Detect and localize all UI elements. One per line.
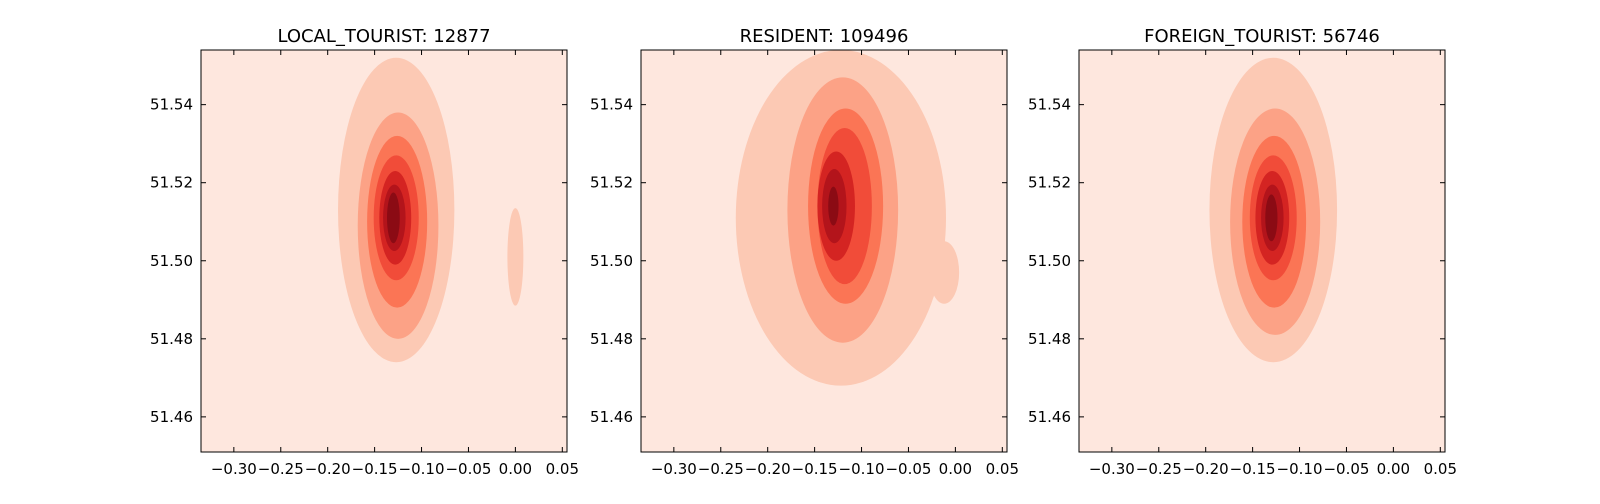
y-tick-label: 51.46 [150, 408, 193, 426]
contour-levels [338, 57, 524, 363]
y-tick-label: 51.52 [1028, 174, 1071, 192]
x-tick-label: −0.10 [839, 460, 885, 478]
x-tick-label: 0.00 [1377, 460, 1410, 478]
chart-title: RESIDENT: 109496 [740, 26, 909, 47]
chart-title: FOREIGN_TOURIST: 56746 [1144, 26, 1380, 47]
x-tick-label: −0.30 [211, 460, 257, 478]
y-tick-label: 51.54 [1028, 96, 1071, 114]
y-tick-label: 51.50 [1028, 252, 1071, 270]
x-tick-label: −0.05 [445, 460, 491, 478]
y-tick-label: 51.46 [1028, 408, 1071, 426]
y-tick-label: 51.52 [150, 174, 193, 192]
panel-3: −0.30 −0.25 −0.20 −0.15 −0.10 −0.05 0.00 0.05 51… [1028, 26, 1457, 478]
x-tick-label: −0.15 [352, 460, 398, 478]
y-tick-label: 51.48 [590, 330, 633, 348]
x-tick-label: −0.10 [1277, 460, 1323, 478]
x-tick-label: −0.05 [885, 460, 931, 478]
plot-frame [640, 49, 1008, 453]
x-tick-label: −0.25 [1136, 460, 1182, 478]
x-tick-label: −0.15 [1230, 460, 1276, 478]
y-tick-label: 51.54 [150, 96, 193, 114]
y-tick-label: 51.54 [590, 96, 633, 114]
x-tick-label: 0.00 [499, 460, 532, 478]
y-tick-label: 51.48 [1028, 330, 1071, 348]
x-tick-label: −0.20 [305, 460, 351, 478]
y-tick-label: 51.50 [150, 252, 193, 270]
y-tick-label: 51.46 [590, 408, 633, 426]
x-tick-label: 0.05 [986, 460, 1019, 478]
contour-level-7 [828, 186, 839, 226]
x-tick-label: −0.25 [698, 460, 744, 478]
x-tick-label: −0.25 [258, 460, 304, 478]
panel-1: −0.30 −0.25 −0.20 −0.15 −0.10 −0.05 0.00 0.05 51… [150, 26, 579, 478]
plot-frame [200, 49, 568, 453]
x-tick-label: −0.20 [1183, 460, 1229, 478]
contour-level-1 [929, 241, 960, 304]
x-tick-label: 0.05 [546, 460, 579, 478]
x-tick-label: 0.00 [939, 460, 972, 478]
y-tick-label: 51.48 [150, 330, 193, 348]
x-tick-label: 0.05 [1424, 460, 1457, 478]
x-tick-label: −0.20 [745, 460, 791, 478]
contour-level-7 [387, 192, 400, 244]
contour-level-7 [1265, 194, 1278, 242]
chart-title: LOCAL_TOURIST: 12877 [277, 26, 490, 47]
x-tick-label: −0.10 [399, 460, 445, 478]
x-tick-label: −0.30 [651, 460, 697, 478]
y-tick-label: 51.52 [590, 174, 633, 192]
panel-2: −0.30 −0.25 −0.20 −0.15 −0.10 −0.05 0.00 0.05 51… [590, 26, 1019, 478]
contour-levels [1209, 57, 1338, 363]
x-tick-label: −0.05 [1323, 460, 1369, 478]
x-tick-label: −0.15 [792, 460, 838, 478]
plot-frame [1078, 49, 1446, 453]
y-tick-label: 51.50 [590, 252, 633, 270]
contour-level-1 [507, 208, 524, 306]
contour-levels [735, 50, 960, 386]
x-tick-label: −0.30 [1089, 460, 1135, 478]
